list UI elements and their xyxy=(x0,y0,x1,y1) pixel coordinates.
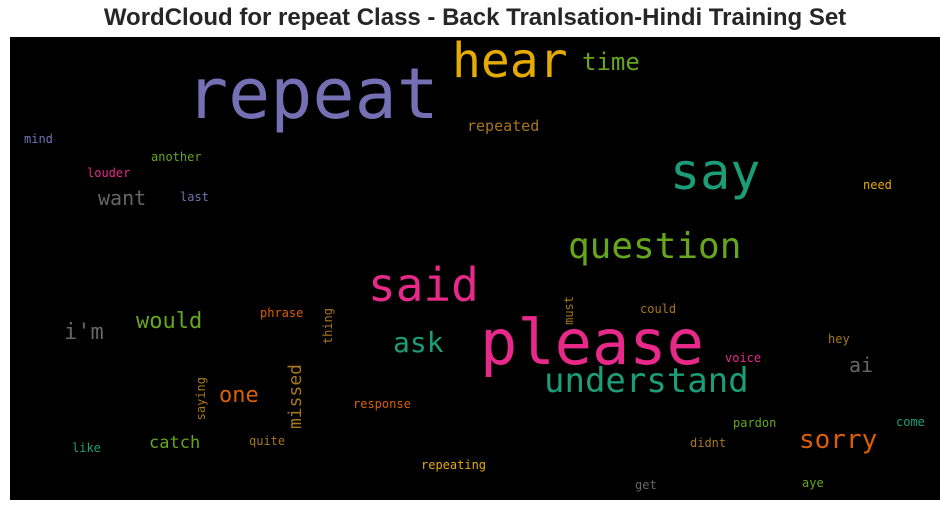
word-quite: quite xyxy=(249,434,286,448)
word-please: please xyxy=(480,306,704,379)
word-repeated: repeated xyxy=(467,117,540,135)
word-pardon: pardon xyxy=(733,416,777,430)
word-want: want xyxy=(98,186,147,210)
word-could: could xyxy=(640,302,677,316)
word-response: response xyxy=(353,397,411,411)
word-voice: voice xyxy=(725,351,762,365)
word-say: say xyxy=(670,143,761,201)
word-ai: ai xyxy=(849,353,874,377)
word-didnt: didnt xyxy=(690,436,727,450)
word-saying: saying xyxy=(194,377,208,421)
word-missed: missed xyxy=(285,364,306,430)
word-would: would xyxy=(136,309,203,334)
word-ask: ask xyxy=(393,326,444,359)
word-need: need xyxy=(863,178,892,192)
chart-title: WordCloud for repeat Class - Back Tranls… xyxy=(103,4,847,31)
word-understand: understand xyxy=(544,361,749,401)
word-thing: thing xyxy=(321,308,335,345)
word-repeating: repeating xyxy=(421,458,487,472)
word-repeat: repeat xyxy=(186,53,439,135)
word-one: one xyxy=(219,383,259,408)
word-catch: catch xyxy=(149,433,201,453)
word-come: come xyxy=(896,415,925,429)
word-another: another xyxy=(151,150,202,164)
word-phrase: phrase xyxy=(260,306,304,320)
word-louder: louder xyxy=(87,166,131,180)
word-like: like xyxy=(72,441,101,455)
word-question: question xyxy=(568,226,742,267)
word-hey: hey xyxy=(828,332,850,346)
word-get: get xyxy=(635,478,657,492)
word-must: must xyxy=(562,296,576,325)
word-aye: aye xyxy=(802,476,824,490)
word-sorry: sorry xyxy=(799,425,878,455)
word-hear: hear xyxy=(452,37,568,89)
word-mind: mind xyxy=(24,132,53,146)
word-time: time xyxy=(582,48,640,76)
wordcloud-canvas: repeat please hear say said question understan… xyxy=(10,37,940,500)
word-im: i'm xyxy=(64,320,104,345)
word-last: last xyxy=(180,190,209,204)
word-said: said xyxy=(368,258,479,312)
